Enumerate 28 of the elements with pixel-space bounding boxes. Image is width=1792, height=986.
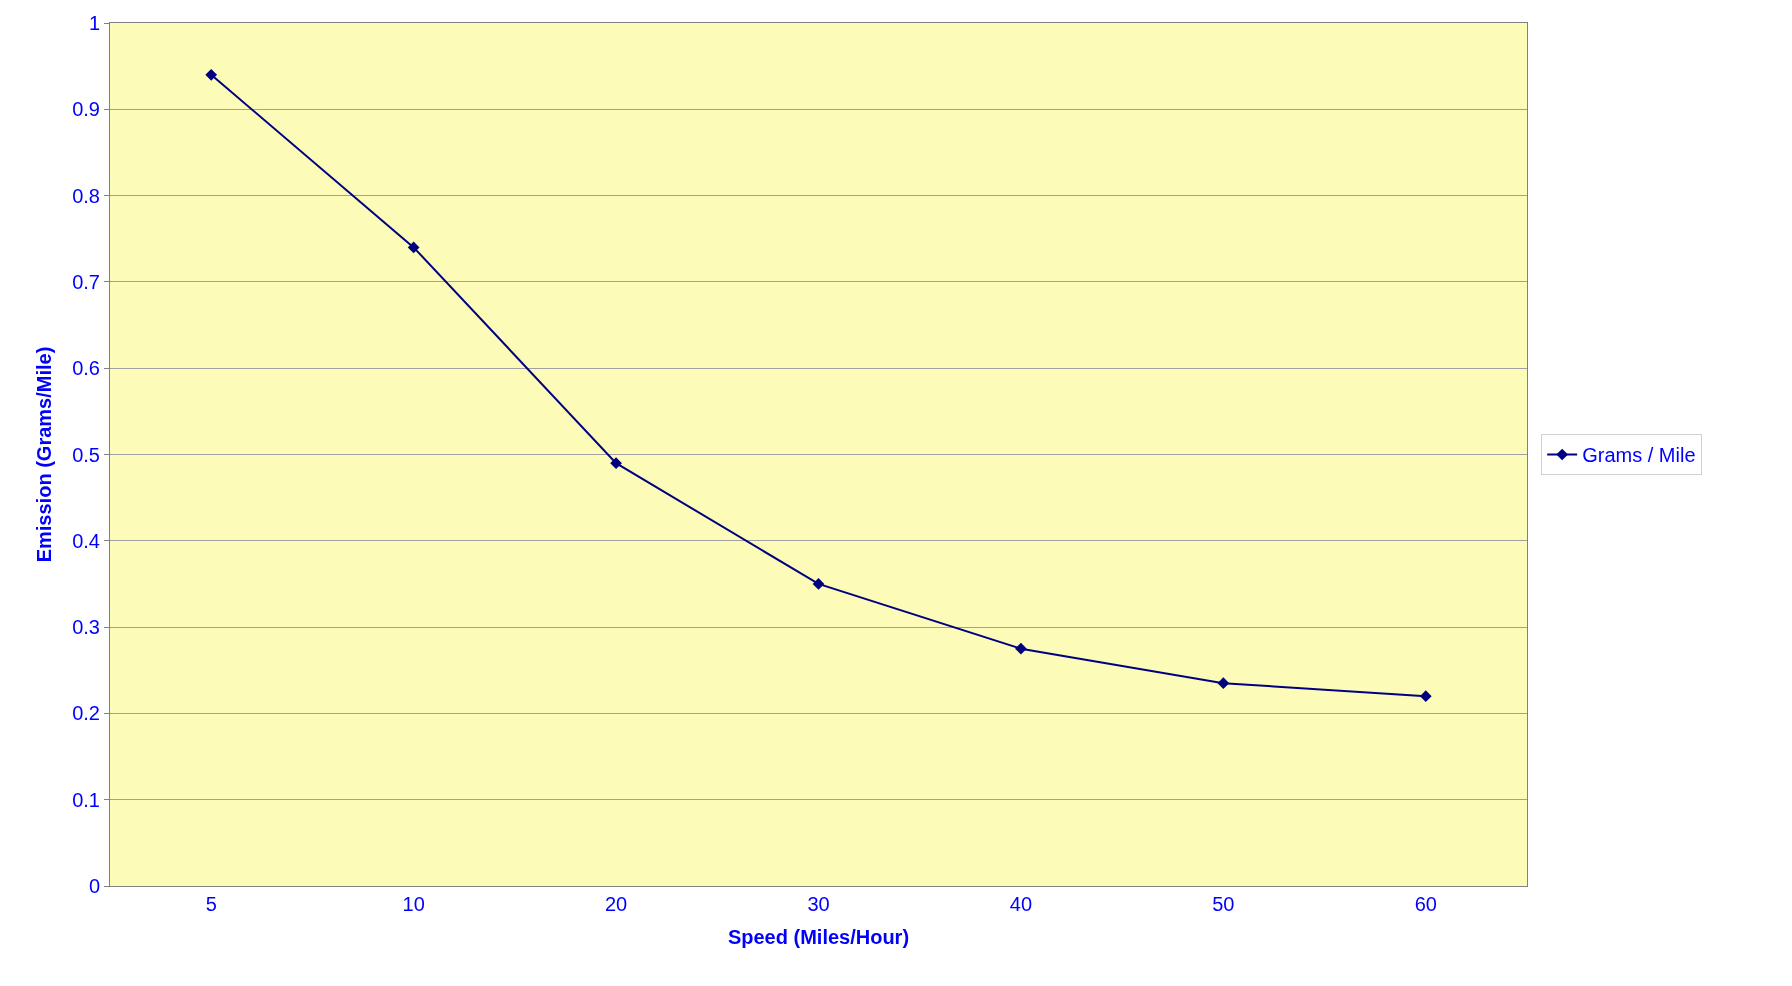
- x-tick-label: 50: [1212, 893, 1235, 915]
- y-tick-label: 0.9: [72, 98, 100, 121]
- legend-label: Grams / Mile: [1582, 444, 1696, 467]
- point: [812, 578, 825, 590]
- point: [1015, 642, 1027, 655]
- point: [1217, 677, 1230, 690]
- point: [610, 457, 622, 469]
- point: [407, 241, 420, 254]
- y-tick-label: 0.8: [72, 184, 100, 207]
- y-tick-label: 0.2: [72, 702, 100, 725]
- x-tick-label: 5: [205, 893, 217, 915]
- x-axis-title: Speed (Miles/Hour): [727, 925, 910, 948]
- y-tick-label: 0.5: [72, 443, 100, 466]
- y-axis-title: Emission (Grams/Mile): [32, 346, 55, 563]
- y-tick-label: 0: [88, 875, 100, 897]
- x-tick-label: 60: [1414, 893, 1437, 915]
- y-tick-label: 0.7: [72, 270, 100, 293]
- point: [205, 68, 218, 81]
- y-tick-label: 0.4: [72, 529, 100, 552]
- y-tick-label: 0.1: [72, 788, 100, 811]
- x-tick-label: 30: [807, 893, 830, 915]
- y-tick-label: 0.3: [72, 616, 100, 639]
- point: [1419, 690, 1432, 702]
- x-tick-label: 10: [402, 893, 425, 915]
- y-tick-label: 1: [88, 12, 100, 34]
- x-tick-label: 40: [1009, 893, 1033, 915]
- y-tick-label: 0.6: [72, 357, 100, 380]
- x-tick-label: 20: [604, 893, 628, 915]
